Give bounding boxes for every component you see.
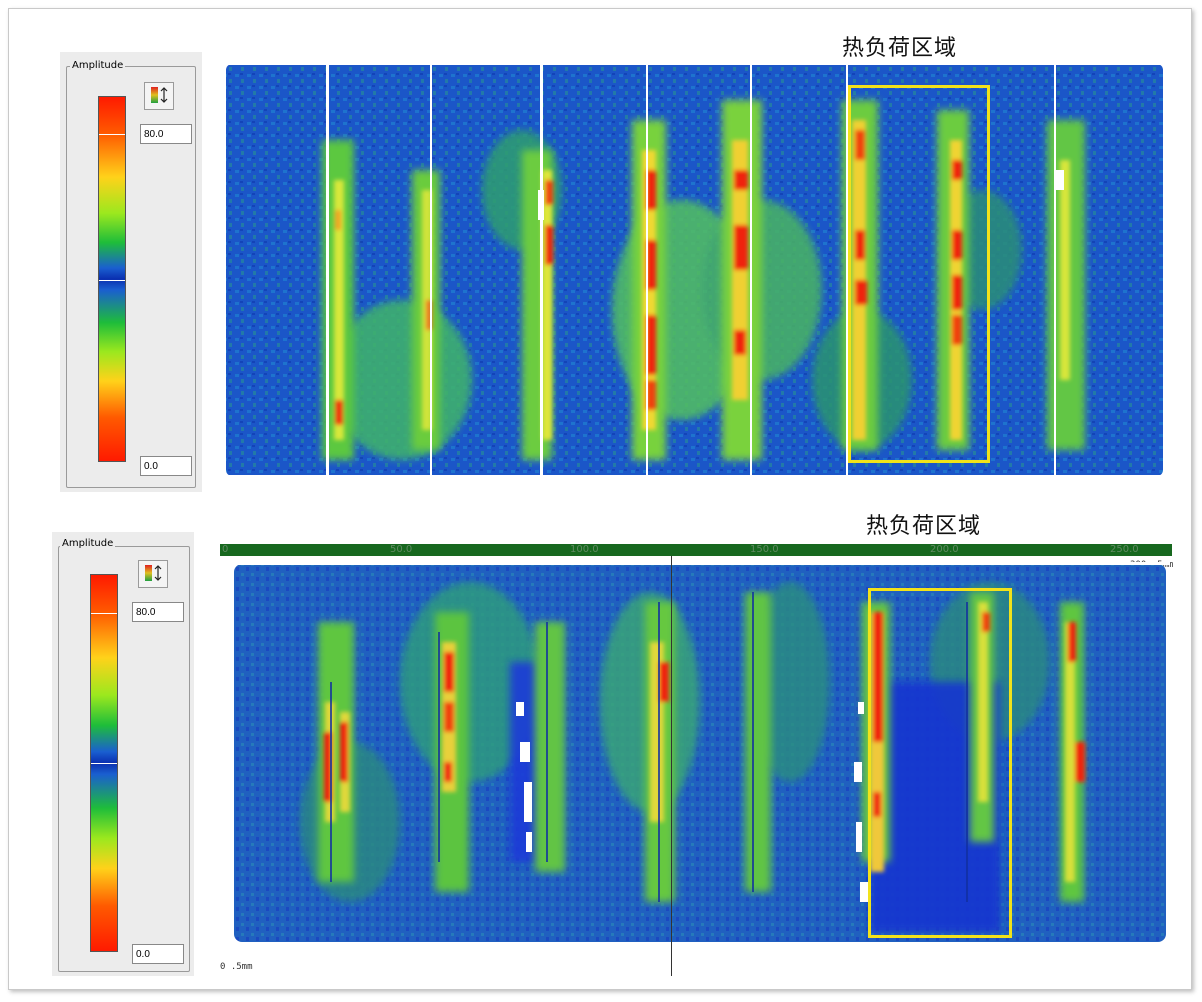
colormap-toggle-icon	[151, 87, 168, 103]
ultrasound-scan-top	[222, 60, 1167, 480]
ruler-tick: 250.0	[1110, 544, 1139, 555]
max-value-field-bottom[interactable]: 80.0	[132, 602, 184, 622]
colorbar-max-marker	[99, 134, 125, 135]
colormap-toggle-icon	[145, 565, 162, 581]
scan-cursor-line[interactable]	[671, 556, 672, 976]
heat-load-region-box-bottom	[868, 588, 1012, 938]
heat-load-region-box-top	[848, 85, 990, 463]
ultrasound-scan-bottom	[230, 562, 1170, 946]
min-value-field-bottom[interactable]: 0.0	[132, 944, 184, 964]
legend-group-bottom	[58, 546, 190, 972]
legend-panel-top: Amplitude 80.0 0.0	[60, 52, 202, 492]
colorbar-top	[98, 96, 126, 462]
scan-image-top	[222, 60, 1167, 480]
legend-title-bottom: Amplitude	[60, 538, 116, 550]
ruler-tick: 200.0	[930, 544, 959, 555]
colormap-toggle-button-bottom[interactable]	[138, 560, 168, 588]
legend-panel-bottom: Amplitude 80.0 0.0	[52, 532, 194, 976]
colorbar-bottom	[90, 574, 118, 952]
caption-heat-load-region-top: 热负荷区域	[842, 36, 958, 61]
colorbar-zero-marker	[99, 280, 125, 281]
ruler-tick: 0	[222, 544, 229, 555]
legend-group-top	[66, 66, 196, 488]
caption-heat-load-region-bottom: 热负荷区域	[866, 514, 982, 539]
scan-image-bottom	[230, 562, 1170, 946]
ruler-tick: 150.0	[750, 544, 779, 555]
max-value-field-top[interactable]: 80.0	[140, 124, 192, 144]
distance-ruler: 0 50.0 100.0 150.0 200.0 250.0	[220, 544, 1172, 556]
ruler-tick: 50.0	[390, 544, 413, 555]
scan-length-label-bottom-left: 0 .5mm	[220, 962, 253, 972]
colorbar-max-marker	[91, 613, 117, 614]
legend-title-top: Amplitude	[70, 60, 126, 72]
min-value-field-top[interactable]: 0.0	[140, 456, 192, 476]
ruler-tick: 100.0	[570, 544, 599, 555]
colormap-toggle-button-top[interactable]	[144, 82, 174, 110]
colorbar-zero-marker	[91, 763, 117, 764]
